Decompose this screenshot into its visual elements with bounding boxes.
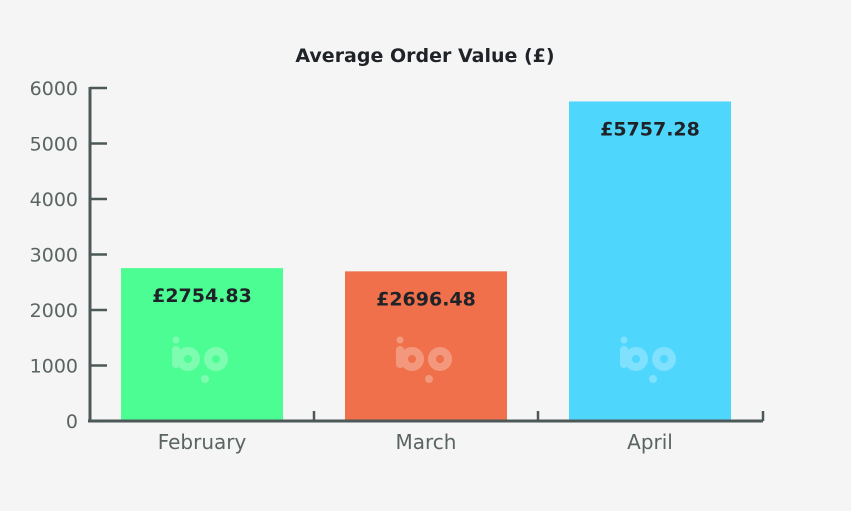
- bar-march: [345, 271, 507, 421]
- axes-group: February March April 0 1000 2000 3000 4000 5000 6…: [30, 78, 765, 454]
- logo-hole-p: [212, 355, 220, 363]
- bp-logo-icon: [620, 336, 676, 383]
- y-tick-label: 1000: [30, 356, 78, 378]
- bar-february: [121, 268, 283, 421]
- logo-stem-b: [620, 346, 628, 368]
- category-label: April: [627, 430, 673, 454]
- logo-tail: [425, 375, 433, 383]
- y-tick-label: 3000: [30, 245, 78, 267]
- logo-bowl-b: [176, 347, 200, 371]
- logo-bowl-p: [652, 347, 676, 371]
- bar-april: [569, 101, 731, 422]
- logo-dot: [172, 336, 180, 344]
- y-tick-label: 6000: [30, 78, 78, 100]
- logo-tail: [649, 375, 657, 383]
- logo-hole-b: [632, 355, 640, 363]
- data-label: £2754.83: [152, 285, 252, 307]
- category-label: February: [158, 430, 247, 454]
- logo-hole-b: [408, 355, 416, 363]
- bp-logo-icon: [396, 336, 452, 383]
- logo-hole-p: [436, 355, 444, 363]
- logo-hole-b: [184, 355, 192, 363]
- logo-bowl-b: [400, 347, 424, 371]
- category-label: March: [396, 430, 457, 454]
- bars-group: £2754.83 £2696.48 £5757.28: [121, 101, 731, 422]
- chart-title: Average Order Value (£): [295, 45, 554, 67]
- bp-logo-icon: [172, 336, 228, 383]
- y-tick-label: 4000: [30, 189, 78, 211]
- y-tick-label: 2000: [30, 300, 78, 322]
- logo-bowl-p: [428, 347, 452, 371]
- logo-bowl-b: [624, 347, 648, 371]
- data-label: £5757.28: [600, 118, 700, 140]
- logo-stem-b: [172, 346, 180, 368]
- y-tick-label: 5000: [30, 134, 78, 156]
- logo-hole-p: [660, 355, 668, 363]
- logo-stem-b: [396, 346, 404, 368]
- logo-bowl-p: [204, 347, 228, 371]
- logo-dot: [396, 336, 404, 344]
- data-label: £2696.48: [376, 288, 476, 310]
- logo-tail: [201, 375, 209, 383]
- y-tick-label: 0: [66, 411, 78, 433]
- logo-dot: [620, 336, 628, 344]
